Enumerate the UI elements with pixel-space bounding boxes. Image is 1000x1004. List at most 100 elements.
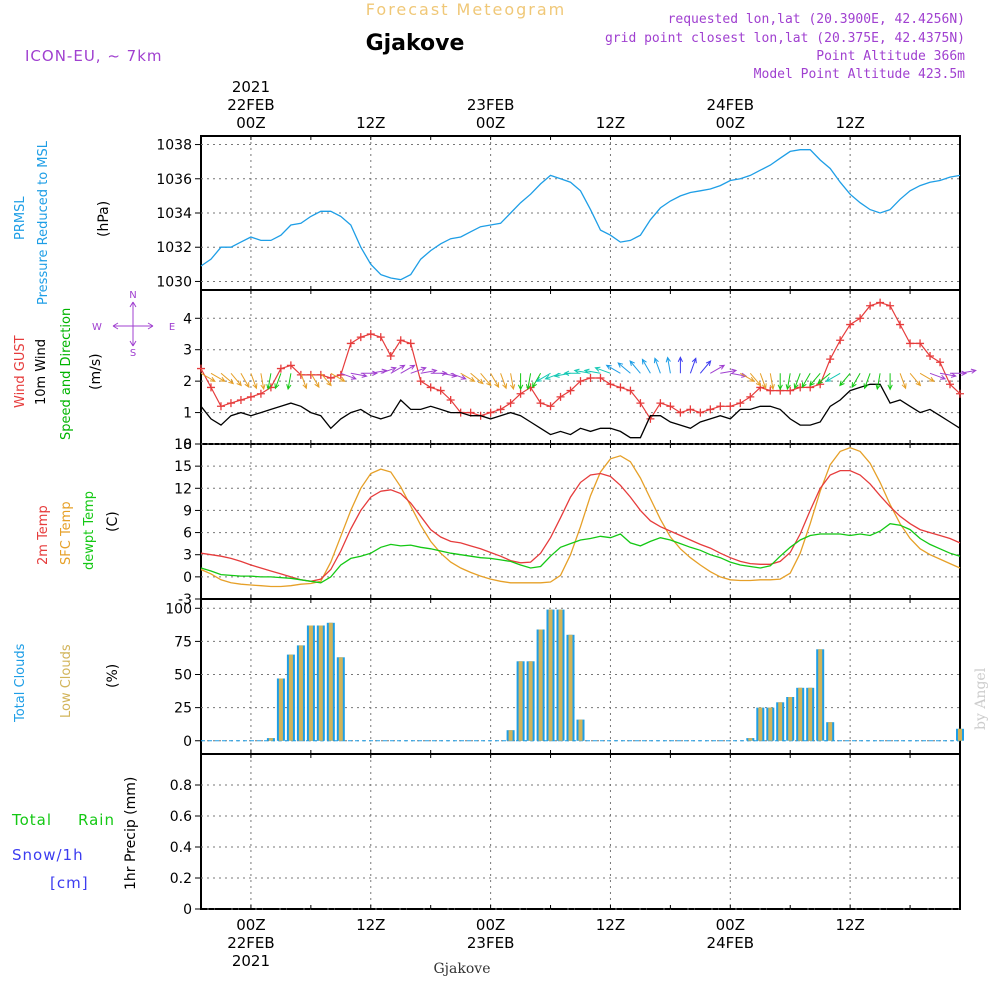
wind-direction-arrow [390,364,406,374]
top-axis-hour: 12Z [835,114,864,132]
pressure-line [200,149,961,281]
compass-s: S [130,348,136,359]
wind-direction-arrow [360,370,378,376]
sfc-temp-line [200,447,961,588]
compass-e: E [169,322,175,333]
gust-marker [316,370,325,379]
wind-direction-arrow [470,372,484,385]
top-axis-date: 23FEB [467,96,514,114]
gust-marker [246,392,255,401]
top-axis-year: 2021 [232,78,270,96]
pressure-panel-labels: PRMSL Pressure Reduced to MSL (hPa) [13,140,112,305]
low-cloud-bar [958,728,962,741]
clouds-ytick-label: 75 [174,634,192,650]
gust-marker [216,402,225,411]
wind-direction-arrow [250,373,258,390]
top-axis-date: 24FEB [707,96,754,114]
pressure-ytick-label: 1030 [156,274,192,290]
gust-marker [666,402,675,411]
wind-direction-arrow [266,373,272,391]
gust-marker [596,374,605,382]
gust-marker [676,408,685,417]
bottom-axis-hour: 12Z [835,916,864,934]
gust-marker [436,386,445,395]
wind-direction-arrow [629,360,641,374]
temp-ytick-label: 6 [183,526,192,542]
compass-w: W [92,322,102,333]
gust-marker [416,377,425,386]
temp-2m-line [200,469,961,582]
gust-marker [516,389,525,398]
wind-direction-arrow [300,373,308,390]
temp-ytick-label: 18 [174,437,192,453]
wind-direction-arrow [689,357,697,374]
low-cloud-bar [768,707,773,741]
temp-sfc-label: SFC Temp [59,501,74,565]
gust-line [200,301,961,421]
low-cloud-bar [338,657,343,741]
wind-direction-arrow [641,358,651,374]
clouds-ytick-label: 25 [174,701,192,717]
compass-n: N [129,290,136,301]
low-cloud-bar [548,609,553,741]
low-cloud-bar [288,654,293,741]
wind-direction-arrow [825,372,841,382]
gust-marker [406,339,415,348]
dewpt-line [200,523,961,584]
bottom-axis-hour: 00Z [236,916,265,934]
precip-unit-label: 1hr Precip (mm) [123,777,139,890]
top-axis-hour: 12Z [596,114,625,132]
plot-area: 1030103210341036103801234-30369121518025… [156,135,977,918]
low-cloud-bar [778,702,783,741]
low-cloud-bar [518,661,523,741]
wind-ytick-label: 2 [183,374,192,390]
gust-marker [346,339,355,348]
gust-marker [206,383,215,392]
wind-direction-arrow [720,368,738,374]
wind-direction-arrow [286,373,292,391]
total-clouds-label: Total Clouds [13,643,28,723]
wind-direction-arrow [510,373,516,391]
low-cloud-bar [558,609,563,741]
wind-direction-arrow [450,372,467,380]
prmsl-label: PRMSL [13,196,28,240]
wind-direction-arrow [525,373,532,391]
gust-marker [636,399,645,408]
pressure-panel: 1030 1032 1034 1036 1038 [156,135,961,291]
gust-marker [786,386,795,395]
wind-direction-arrow [665,356,671,374]
wind-direction-arrow [929,372,947,380]
wind-direction-arrow [839,372,851,387]
temp-ytick-label: 3 [183,548,192,564]
gust-marker [386,352,395,360]
gust-marker [716,402,725,411]
wind-direction-arrow [769,373,775,391]
wind-direction-arrow [605,364,621,374]
precip-ytick-label: 0.2 [170,871,192,887]
bottom-axis-date: 24FEB [707,934,754,952]
wind-direction-arrow [420,368,438,374]
model-altitude: Model Point Altitude 423.5m [754,67,965,82]
low-cloud-bar [818,649,823,741]
total-label: Total [11,811,52,829]
gust-marker [296,370,305,379]
gust-marker [336,370,345,379]
wind-direction-arrow [380,366,397,374]
gust-marker [226,399,235,408]
gust-marker [276,364,285,373]
gust-marker [736,399,745,408]
station-title: Gjakove [366,31,465,56]
precip-frame [200,753,961,910]
pressure-unit-label: (hPa) [96,201,112,237]
header-kicker: Forecast Meteogram [366,0,566,19]
gust-marker [626,386,635,395]
gust-marker [446,396,455,404]
wind-direction-arrow [817,372,831,385]
gust-marker [886,301,895,310]
gust-marker [826,355,835,364]
gust-marker [576,377,585,386]
wind-direction-arrow [950,370,968,376]
gust-marker [556,392,565,401]
cloud-unit-label: (%) [105,664,121,688]
wind-direction-arrow [710,364,726,374]
